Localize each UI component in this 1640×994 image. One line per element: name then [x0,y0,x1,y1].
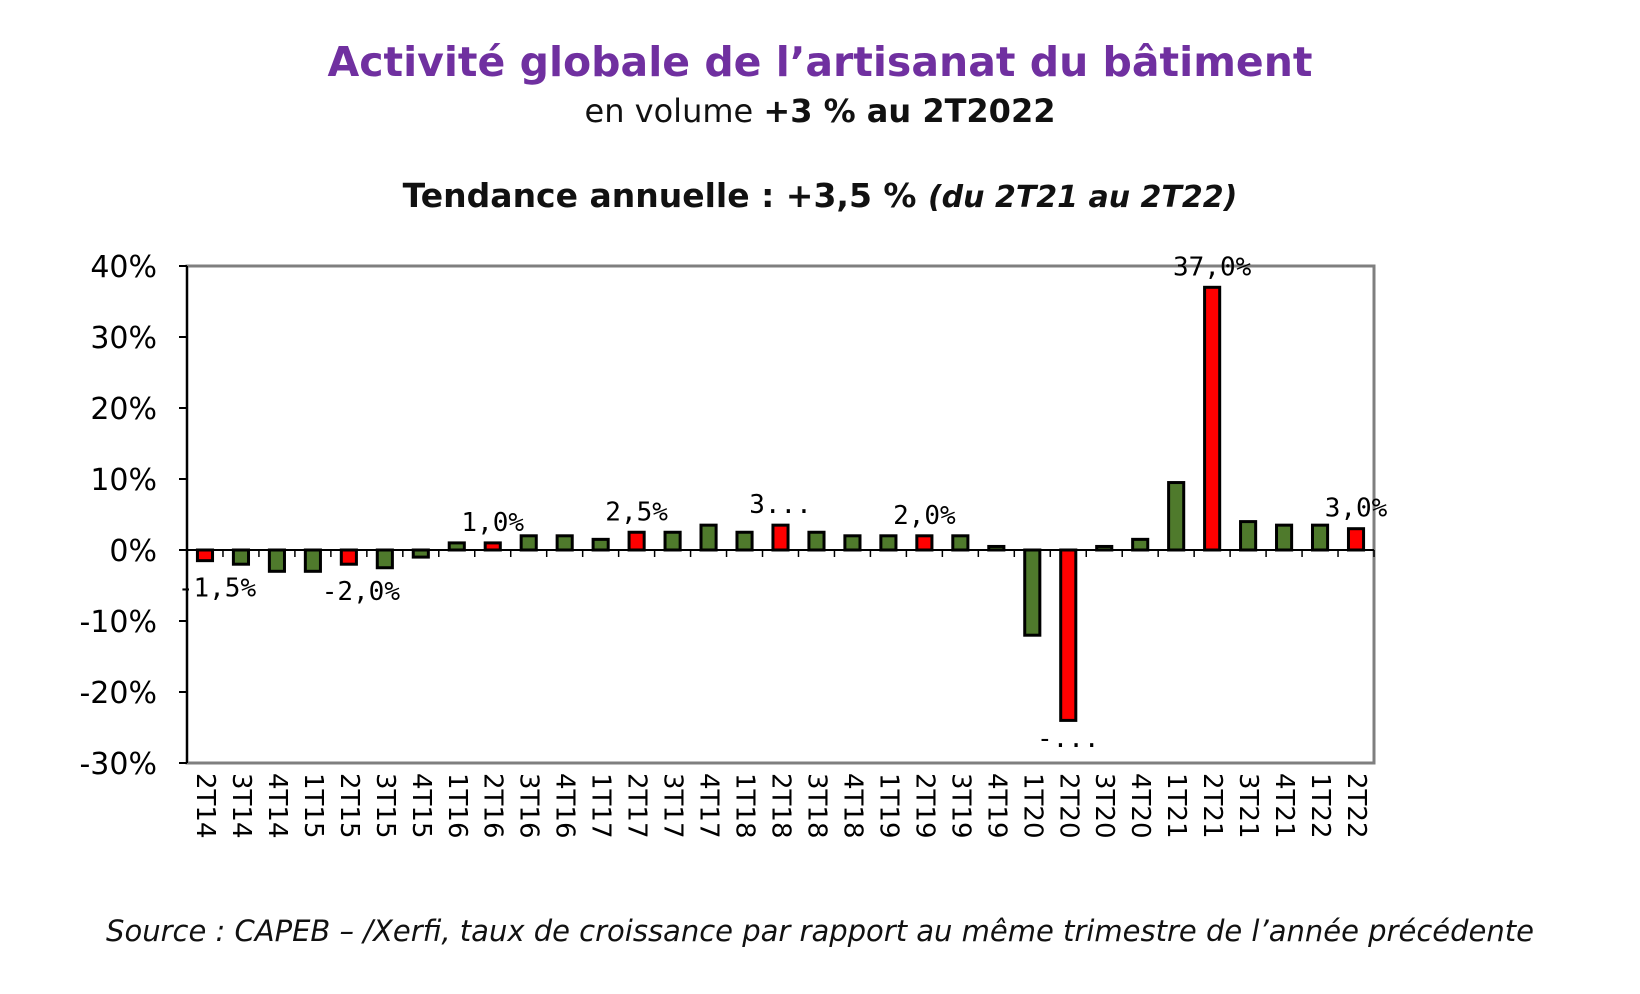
bar-1T22 [1310,523,1330,552]
x-tick-label: 4T15 [406,773,436,839]
y-tick-label: 0% [109,534,157,569]
bar-3T15 [375,548,394,570]
bar-2T21 [1203,285,1222,552]
x-tick-label: 1T15 [298,773,328,839]
bar-2T14 [195,548,215,563]
bar-1T21 [1167,481,1186,552]
x-tick-label: 2T22 [1341,773,1371,839]
y-tick-label: 10% [90,463,157,498]
x-tick-label: 1T16 [442,773,472,839]
x-tick-label: 3T14 [226,773,256,839]
data-label-2T20: -... [1037,724,1100,754]
data-label-2T16: 1,0% [461,508,524,538]
data-label-2T19: 2,0% [893,501,956,531]
x-tick-label: 3T15 [370,773,400,839]
data-label-2T18: 3... [749,490,812,520]
x-tick-label: 3T20 [1089,773,1119,839]
bar-4T21 [1275,523,1294,552]
x-tick-label: 1T21 [1161,773,1191,839]
bar-4T16 [555,534,574,552]
x-tick-label: 2T21 [1197,773,1227,839]
trend-main: Tendance annuelle : +3,5 % [402,176,928,215]
bar-4T17 [699,523,718,552]
x-tick-label: 4T20 [1125,773,1155,839]
bar-4T18 [843,534,862,552]
data-label-2T22: 3,0% [1325,494,1388,524]
y-tick-label: 20% [90,392,157,427]
x-tick-label: 4T19 [981,773,1011,839]
data-label-2T21: 37,0% [1173,252,1252,282]
bar-1T19 [879,534,898,552]
x-tick-label: 3T17 [658,773,688,839]
subtitle-highlight: +3 % au 2T2022 [763,92,1056,130]
x-tick-label: 2T14 [190,773,220,839]
x-tick-label: 3T16 [514,773,544,839]
data-label-2T15: -2,0% [322,577,401,607]
x-tick-label: 1T17 [586,773,616,839]
bar-4T20 [1131,537,1150,552]
bar-3T16 [519,534,538,552]
x-tick-label: 2T15 [334,773,364,839]
bar-1T18 [735,530,754,552]
bar-2T22 [1346,527,1366,552]
x-tick-label: 4T21 [1269,773,1299,839]
source-note: Source : CAPEB – /Xerfi, taux de croissa… [106,914,1534,948]
x-tick-label: 1T19 [873,773,903,839]
bar-1T17 [591,537,610,552]
bar-3T14 [231,548,251,566]
x-tick-label: 2T20 [1053,773,1083,839]
bar-2T17 [627,530,646,552]
chart-subtitle: en volume +3 % au 2T2022 [0,92,1640,130]
bar-2T15 [339,548,358,566]
data-label-2T17: 2,5% [605,497,668,527]
bar-2T18 [771,523,790,552]
x-tick-label: 2T19 [909,773,939,839]
x-tick-label: 3T19 [945,773,975,839]
data-label-2T14: -1,5% [178,574,257,604]
x-tick-label: 4T17 [694,773,724,839]
bar-4T15 [411,548,430,559]
y-tick-label: -30% [79,747,157,782]
trend-period: (du 2T21 au 2T22) [927,180,1238,215]
subtitle-prefix: en volume [584,92,764,130]
bar-1T16 [447,541,466,552]
x-tick-label: 1T22 [1305,773,1335,839]
x-tick-label: 4T14 [262,773,292,839]
x-tick-label: 2T18 [766,773,796,839]
bar-1T20 [1023,548,1042,637]
x-tick-label: 2T17 [622,773,652,839]
x-tick-label: 4T18 [837,773,867,839]
bar-4T14 [267,548,286,573]
y-tick-label: 30% [90,321,157,356]
y-tick-label: 40% [90,250,157,285]
x-tick-label: 2T16 [478,773,508,839]
bar-3T19 [951,534,970,552]
chart-title: Activité globale de l’artisanat du bâtim… [327,38,1313,86]
x-tick-label: 3T18 [801,773,831,839]
bar-3T17 [663,530,682,552]
annual-trend: Tendance annuelle : +3,5 % (du 2T21 au 2… [0,176,1640,215]
y-tick-label: -10% [79,605,157,640]
bar-2T19 [915,534,934,552]
bar-2T20 [1059,548,1078,722]
x-tick-label: 1T20 [1017,773,1047,839]
bar-3T18 [807,530,826,552]
bar-3T21 [1239,520,1258,552]
x-tick-label: 4T16 [550,773,580,839]
bar-1T15 [303,548,322,573]
x-tick-label: 1T18 [730,773,760,839]
x-tick-label: 3T21 [1233,773,1263,839]
bar-chart: 40%30%20%10%0%-10%-20%-30%2T14 3T14 4T14 1T… [79,250,1388,839]
y-tick-label: -20% [79,676,157,711]
bar-2T16 [483,541,502,552]
